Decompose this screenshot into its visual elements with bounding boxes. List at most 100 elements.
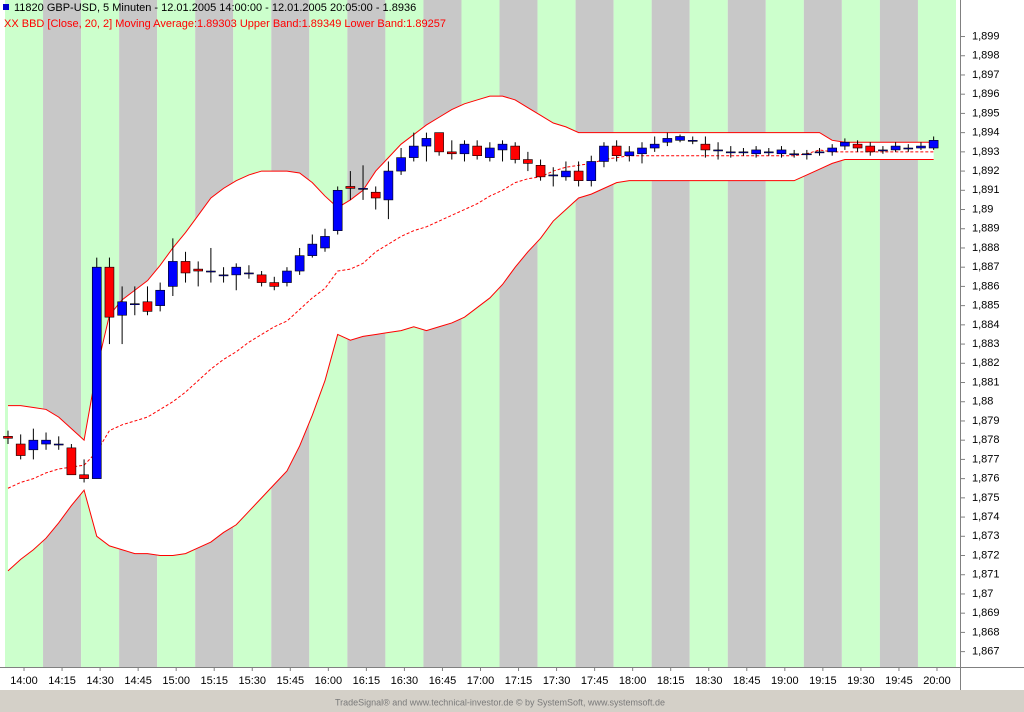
candle-body xyxy=(408,145,419,158)
band-middle xyxy=(7,149,934,489)
legend-icon xyxy=(3,4,9,10)
y-tick-label: 1,886 xyxy=(972,280,1000,292)
candle-body xyxy=(3,436,13,439)
y-tick-label: 1,87 xyxy=(972,588,993,600)
candle-body xyxy=(383,170,394,201)
y-tick-label: 1,894 xyxy=(972,127,1000,139)
candle-body xyxy=(206,270,216,273)
candle-body xyxy=(41,439,51,445)
candle-body xyxy=(155,289,165,306)
candle-body xyxy=(814,151,825,154)
candle-body xyxy=(434,132,444,153)
candle-body xyxy=(282,270,292,283)
candle-body xyxy=(852,143,863,149)
candle-body xyxy=(358,188,368,190)
x-tick-label: 19:15 xyxy=(809,675,837,687)
y-tick-label: 1,882 xyxy=(972,357,1000,369)
candle-body xyxy=(320,236,330,249)
time-stripe xyxy=(423,0,462,667)
band-fill xyxy=(8,96,934,571)
time-stripe xyxy=(575,0,614,667)
chart-title: 11820 GBP-USD, 5 Minuten - 12.01.2005 14… xyxy=(14,2,416,14)
candle-body xyxy=(269,282,280,287)
x-tick-label: 18:45 xyxy=(733,675,761,687)
x-tick-label: 15:30 xyxy=(238,675,266,687)
candle-body xyxy=(586,161,597,181)
candle-body xyxy=(523,159,533,164)
band-upper xyxy=(8,95,934,442)
candle-body xyxy=(611,145,622,156)
candle-body xyxy=(244,272,254,275)
candle-body xyxy=(789,153,799,156)
x-tick-label: 16:45 xyxy=(429,675,457,687)
y-tick-label: 1,872 xyxy=(972,549,1000,561)
candle-body xyxy=(916,145,926,149)
candle-body xyxy=(675,136,685,141)
candle-body xyxy=(231,266,242,276)
candle-body xyxy=(725,151,736,154)
time-stripe xyxy=(879,0,918,667)
x-tick-label: 15:45 xyxy=(277,675,305,687)
time-stripe xyxy=(917,0,956,667)
candle-body xyxy=(751,149,761,155)
candle-body xyxy=(28,439,39,451)
time-stripe xyxy=(385,0,424,667)
x-tick-label: 19:30 xyxy=(847,675,875,687)
candle-body xyxy=(421,138,432,147)
candle-body xyxy=(865,145,876,153)
y-tick-label: 1,888 xyxy=(972,242,1000,254)
y-tick-label: 1,899 xyxy=(972,30,1000,42)
y-tick-label: 1,875 xyxy=(972,492,1000,504)
y-tick-label: 1,874 xyxy=(972,511,1000,523)
candle-body xyxy=(168,261,178,287)
candle-body xyxy=(345,186,356,189)
candle-body xyxy=(459,143,470,155)
y-tick-label: 1,889 xyxy=(972,223,1000,235)
candle-body xyxy=(294,255,305,272)
x-tick-label: 18:00 xyxy=(619,675,647,687)
x-tick-label: 14:00 xyxy=(10,675,38,687)
candle-body xyxy=(142,301,153,312)
y-tick-label: 1,887 xyxy=(972,261,1000,273)
candle-body xyxy=(130,303,140,306)
x-tick-label: 16:15 xyxy=(353,675,381,687)
y-tick-label: 1,884 xyxy=(972,319,1000,331)
candle-body xyxy=(446,151,457,155)
y-tick-label: 1,897 xyxy=(972,69,1000,81)
candle-body xyxy=(193,268,203,272)
candle-body xyxy=(738,151,749,154)
x-tick-label: 17:15 xyxy=(505,675,533,687)
x-tick-label: 20:00 xyxy=(923,675,951,687)
y-tick-label: 1,896 xyxy=(972,88,1000,100)
y-tick-label: 1,867 xyxy=(972,646,1000,658)
candle-body xyxy=(510,145,521,160)
y-tick-label: 1,873 xyxy=(972,530,1000,542)
candle-body xyxy=(713,149,723,152)
y-tick-label: 1,88 xyxy=(972,396,993,408)
y-tick-label: 1,893 xyxy=(972,146,1000,158)
candle-body xyxy=(928,140,939,149)
x-tick-label: 16:00 xyxy=(315,675,343,687)
footer-bar xyxy=(0,690,1024,712)
x-tick-label: 14:45 xyxy=(124,675,152,687)
x-tick-label: 17:00 xyxy=(467,675,495,687)
x-tick-label: 18:15 xyxy=(657,675,685,687)
band-lower xyxy=(7,159,934,572)
candle-body xyxy=(903,147,914,150)
y-tick-label: 1,895 xyxy=(972,107,1000,119)
candle-body xyxy=(66,447,77,476)
candle-body xyxy=(472,145,482,156)
time-stripe xyxy=(43,0,82,667)
y-tick-label: 1,879 xyxy=(972,415,1000,427)
candle-body xyxy=(573,170,584,181)
candle-body xyxy=(535,165,546,178)
candle-body xyxy=(53,443,64,446)
y-tick-label: 1,868 xyxy=(972,626,1000,638)
candle-body xyxy=(91,266,102,479)
candle-body xyxy=(15,443,26,456)
plot-area xyxy=(3,0,956,667)
time-stripe xyxy=(765,0,804,667)
candle-body xyxy=(332,189,343,231)
candle-body xyxy=(79,474,89,479)
